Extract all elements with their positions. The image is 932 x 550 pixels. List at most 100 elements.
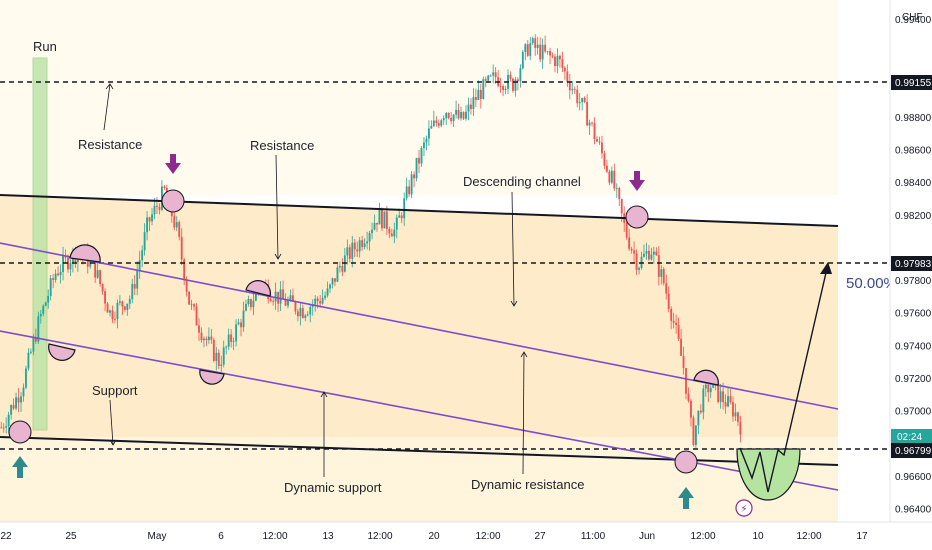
candle-body	[729, 396, 732, 403]
candle-body	[692, 417, 695, 446]
y-tick-label: 0.97600	[895, 309, 932, 320]
pointer-line	[105, 83, 114, 90]
candle-body	[5, 426, 8, 428]
candle-body	[635, 253, 638, 270]
candle-body	[94, 257, 97, 278]
candle-body	[195, 306, 198, 326]
candle-body	[529, 43, 532, 56]
x-tick-label: May	[148, 531, 167, 542]
candle-body	[292, 295, 294, 302]
candle-body	[2, 427, 5, 429]
candle-body	[235, 324, 238, 342]
candle-body	[675, 322, 678, 326]
candle-body	[677, 325, 680, 339]
candle-body	[400, 215, 403, 219]
candle-body	[596, 138, 598, 142]
candle-body	[366, 241, 369, 244]
candle-body	[123, 306, 126, 310]
candle-body	[34, 337, 37, 342]
candle-body	[450, 117, 453, 122]
touch-circle	[625, 205, 649, 229]
candle-body	[734, 412, 737, 417]
candle-body	[381, 209, 383, 229]
candle-body	[287, 300, 289, 306]
candle-body	[29, 351, 32, 353]
candle-body	[27, 352, 30, 369]
candle-body	[645, 250, 648, 254]
pointer-line	[103, 83, 111, 131]
x-tick-label: 12:00	[690, 531, 715, 542]
x-tick-label: 6	[218, 531, 224, 542]
candle-body	[571, 89, 574, 91]
candle-body	[324, 295, 327, 298]
candle-body	[583, 97, 586, 102]
candle-body	[193, 304, 195, 307]
candle-body	[136, 270, 139, 289]
candle-body	[504, 88, 507, 91]
candle-body	[425, 138, 428, 143]
candle-body	[739, 421, 742, 435]
candle-body	[376, 222, 378, 225]
pointer-line	[274, 253, 282, 260]
candle-body	[62, 255, 64, 272]
countdown-badge	[891, 429, 932, 443]
candle-body	[413, 174, 416, 179]
annotation-run: Run	[33, 39, 57, 54]
candle-body	[442, 118, 445, 121]
candle-body	[554, 56, 556, 67]
y-tick-label: 0.99400	[895, 15, 932, 26]
candle-body	[153, 205, 156, 215]
candle-body	[299, 308, 302, 317]
candle-body	[568, 81, 571, 91]
projection-arrowhead	[820, 262, 832, 274]
candle-body	[432, 120, 435, 127]
candle-body	[158, 206, 161, 210]
touch-marker	[245, 280, 271, 297]
candle-body	[138, 260, 141, 271]
countdown-label: 02:24	[897, 432, 922, 443]
candle-body	[601, 142, 603, 154]
candle-body	[435, 120, 438, 124]
candle-body	[185, 280, 188, 292]
candle-body	[15, 397, 18, 409]
candle-body	[57, 273, 60, 276]
candle-body	[336, 267, 339, 282]
candle-body	[479, 89, 482, 100]
candle-body	[613, 170, 616, 189]
lightning-icon[interactable]	[735, 499, 753, 517]
candle-body	[682, 355, 685, 369]
annotation-dynamic-resistance: Dynamic resistance	[471, 477, 584, 492]
candle-body	[702, 388, 705, 413]
candle-body	[215, 352, 218, 361]
resistance-price-label: 0.99155	[895, 78, 932, 89]
candle-body	[605, 165, 608, 172]
x-tick-label: 27	[534, 531, 546, 542]
candle-body	[477, 89, 480, 100]
candle-body	[151, 214, 153, 222]
y-tick-label: 0.96600	[895, 472, 932, 483]
candle-body	[131, 283, 134, 300]
candle-body	[563, 67, 566, 72]
mid-price-badge	[891, 256, 932, 271]
candle-body	[114, 319, 116, 320]
candle-body	[526, 44, 529, 56]
candle-body	[133, 283, 136, 289]
x-tick-label: 12:00	[796, 531, 821, 542]
candle-body	[516, 79, 519, 82]
candle-body	[10, 405, 13, 415]
candle-body	[230, 334, 233, 342]
pointer-line	[109, 439, 117, 446]
candle-body	[183, 259, 186, 281]
candle-body	[549, 51, 551, 56]
candle-body	[707, 384, 710, 393]
candle-body	[390, 233, 393, 237]
candle-body	[487, 75, 490, 81]
candle-body	[96, 270, 99, 278]
time-axis[interactable]	[0, 522, 932, 550]
candle-body	[736, 412, 739, 422]
candle-body	[116, 302, 119, 320]
candle-body	[272, 301, 275, 302]
candle-body	[593, 123, 596, 139]
candle-body	[178, 222, 181, 237]
